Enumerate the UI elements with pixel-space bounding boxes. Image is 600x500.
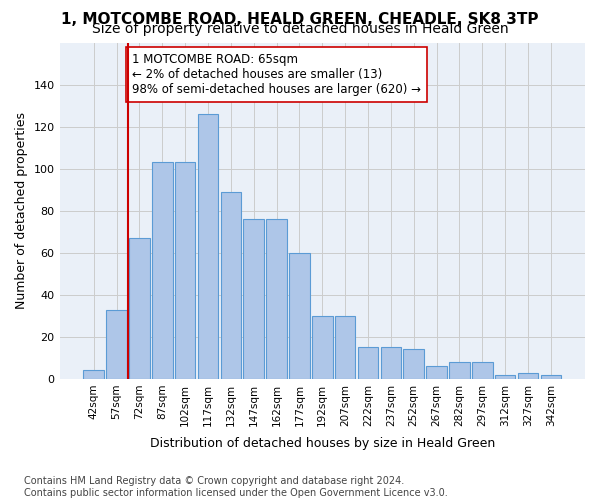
Bar [312,316,332,379]
Bar [518,372,538,379]
Bar [472,362,493,379]
Y-axis label: Number of detached properties: Number of detached properties [15,112,28,309]
Bar [358,348,378,379]
Bar [152,162,173,379]
Bar [106,310,127,379]
Bar [449,362,470,379]
Bar [403,350,424,379]
Bar [495,374,515,379]
X-axis label: Distribution of detached houses by size in Heald Green: Distribution of detached houses by size … [149,437,495,450]
Bar [244,219,264,379]
Text: 1 MOTCOMBE ROAD: 65sqm
← 2% of detached houses are smaller (13)
98% of semi-deta: 1 MOTCOMBE ROAD: 65sqm ← 2% of detached … [132,53,421,96]
Bar [335,316,355,379]
Bar [221,192,241,379]
Bar [380,348,401,379]
Bar [266,219,287,379]
Text: Contains HM Land Registry data © Crown copyright and database right 2024.
Contai: Contains HM Land Registry data © Crown c… [24,476,448,498]
Bar [175,162,196,379]
Text: Size of property relative to detached houses in Heald Green: Size of property relative to detached ho… [92,22,508,36]
Bar [83,370,104,379]
Bar [198,114,218,379]
Bar [129,238,150,379]
Bar [289,253,310,379]
Bar [426,366,447,379]
Bar [541,374,561,379]
Text: 1, MOTCOMBE ROAD, HEALD GREEN, CHEADLE, SK8 3TP: 1, MOTCOMBE ROAD, HEALD GREEN, CHEADLE, … [61,12,539,26]
